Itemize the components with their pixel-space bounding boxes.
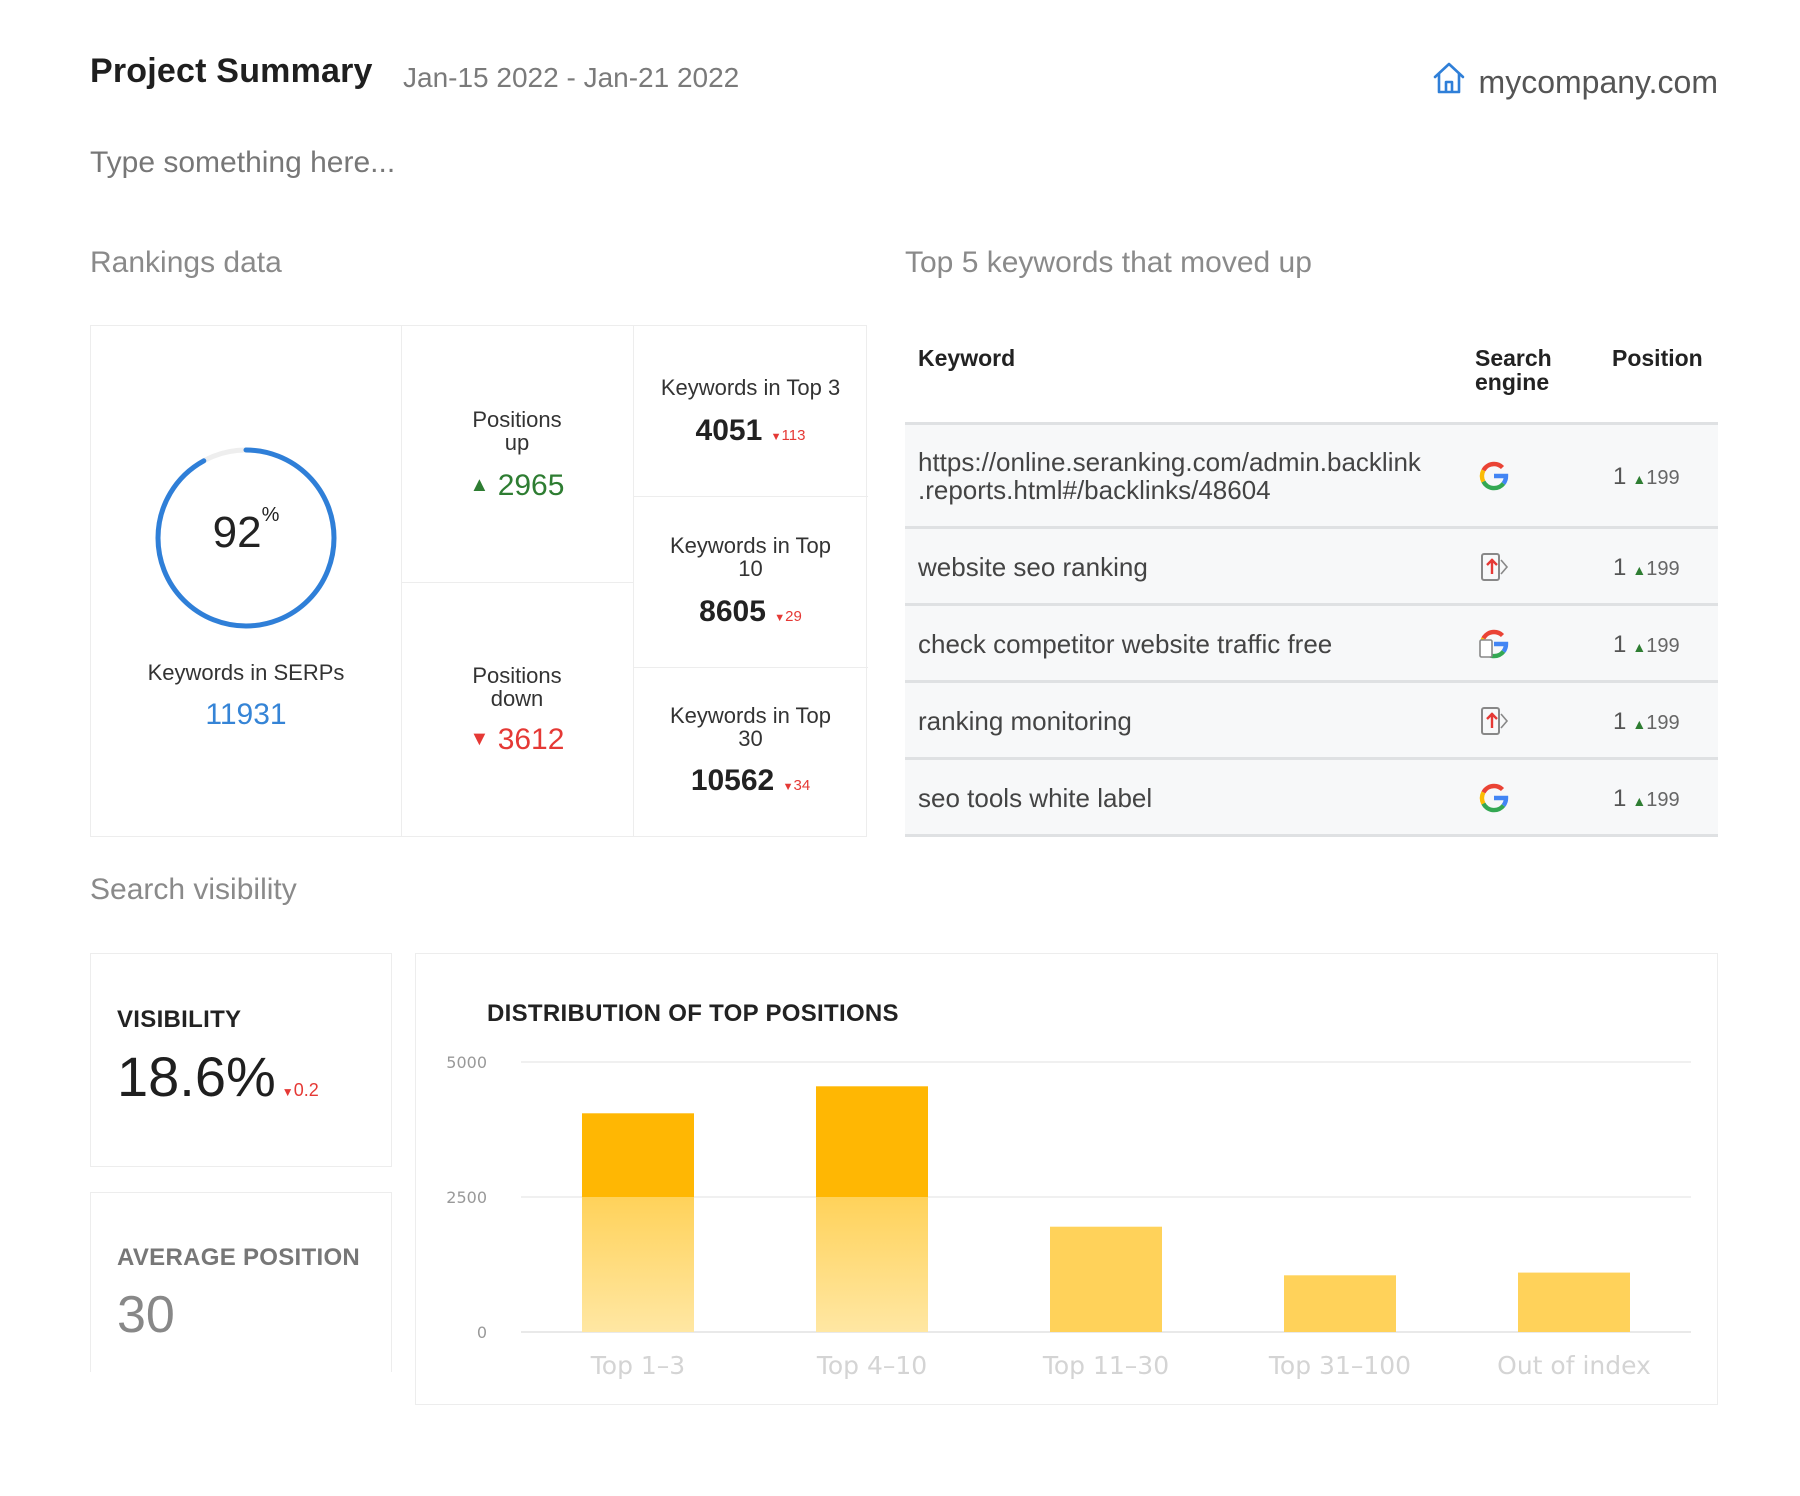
distribution-chart: 0 2500 5000 Top 1–3 Top 4–10 Top 11–30 Top 31… [446, 1053, 1691, 1380]
bar [816, 1086, 928, 1197]
visibility-card: VISIBILITY 18.6% ▼0.2 [90, 953, 392, 1167]
average-position-label: AVERAGE POSITION [117, 1244, 361, 1271]
average-position-value: 30 [117, 1286, 175, 1344]
rankings-section-title: Rankings data [90, 246, 282, 279]
visibility-section-title: Search visibility [90, 873, 297, 906]
bar [582, 1197, 694, 1332]
position-cell: 1 ▲199 [1613, 707, 1680, 735]
bar [816, 1197, 928, 1332]
bar [1050, 1226, 1162, 1332]
y-tick-label: 5000 [446, 1053, 487, 1072]
visibility-value: 18.6% ▼0.2 [117, 1045, 319, 1108]
date-range[interactable]: Jan-15 2022 - Jan-21 2022 [403, 62, 740, 93]
bar [1284, 1275, 1396, 1332]
keyword-cell: seo tools white label [918, 782, 1153, 813]
position-cell: 1 ▲199 [1613, 630, 1680, 658]
table-row[interactable]: ranking monitoring 1 ▲199 [905, 680, 1718, 757]
top30-value: 10562 ▼34 [690, 764, 811, 797]
table-row[interactable]: check competitor website traffic free 1 ▲1… [905, 603, 1718, 680]
column-header-position[interactable]: Position [1612, 345, 1703, 371]
position-cell: 1 ▲199 [1613, 463, 1680, 490]
column-header-engine[interactable]: Search engine [1475, 345, 1552, 395]
positions-down-value: ▼ 3612 [469, 723, 565, 756]
bar [582, 1113, 694, 1197]
x-tick-label: Top 4–10 [816, 1351, 927, 1380]
average-position-card: AVERAGE POSITION 30 [90, 1192, 392, 1372]
google-icon [1478, 782, 1510, 814]
column-header-keyword[interactable]: Keyword [918, 345, 1016, 371]
keyword-cell: check competitor website traffic free [918, 628, 1333, 659]
arrow-up-icon: ▲ [1632, 792, 1647, 809]
top3-value: 4051 ▼113 [695, 414, 806, 447]
position-cell: 1 ▲199 [1613, 784, 1680, 812]
serps-label: Keywords in SERPs [147, 660, 345, 685]
table-row[interactable]: website seo ranking 1 ▲199 [905, 526, 1718, 603]
arrow-down-icon: ▼ [469, 728, 490, 750]
x-tick-label: Top 1–3 [590, 1351, 685, 1380]
arrow-up-icon: ▲ [1632, 561, 1647, 578]
visibility-label: VISIBILITY [117, 1006, 242, 1033]
arrow-up-icon: ▲ [1632, 638, 1647, 655]
arrow-up-icon: ▲ [469, 474, 490, 496]
site-link[interactable]: mycompany.com [1429, 58, 1718, 106]
positions-up-label: Positions up [472, 407, 562, 455]
keyword-cell: website seo ranking [918, 551, 1148, 582]
serps-percent: 92% [212, 504, 280, 557]
chart-title: DISTRIBUTION OF TOP POSITIONS [487, 1000, 899, 1027]
page-title: Project Summary [90, 52, 373, 90]
google-local-icon [1478, 628, 1510, 660]
table-row[interactable]: seo tools white label 1 ▲199 [905, 757, 1718, 834]
serps-value: 11931 [205, 698, 287, 731]
google-icon [1478, 460, 1510, 492]
positions-up-value: ▲ 2965 [469, 469, 565, 502]
home-icon [1429, 58, 1469, 106]
y-tick-label: 0 [477, 1323, 487, 1342]
x-tick-label: Top 11–30 [1042, 1351, 1169, 1380]
arrow-up-icon: ▲ [1632, 471, 1647, 487]
keywords-section-title: Top 5 keywords that moved up [905, 246, 1312, 279]
keyword-cell: ranking monitoring [918, 705, 1132, 736]
top3-label: Keywords in Top 3 [660, 375, 841, 400]
google-mobile-icon [1478, 551, 1510, 583]
table-row[interactable]: https://online.seranking.com/admin.backl… [905, 422, 1718, 526]
arrow-up-icon: ▲ [1632, 715, 1647, 732]
x-tick-label: Out of index [1497, 1351, 1651, 1380]
top10-value: 8605 ▼29 [699, 595, 802, 628]
site-name: mycompany.com [1478, 63, 1718, 100]
distribution-chart-card [415, 953, 1718, 1405]
rankings-card: 92% Keywords in SERPs 11931 Positions up … [90, 325, 868, 837]
x-tick-label: Top 31–100 [1268, 1351, 1411, 1380]
positions-down-label: Positions down [472, 663, 562, 711]
notes-input[interactable]: Type something here... [90, 146, 396, 179]
keyword-cell: https://online.seranking.com/admin.backl… [918, 447, 1421, 505]
y-tick-label: 2500 [446, 1188, 487, 1207]
serps-progress-ring [155, 447, 337, 629]
top10-label: Keywords in Top 10 [669, 533, 831, 581]
top30-label: Keywords in Top 30 [669, 703, 831, 751]
google-mobile-icon [1478, 705, 1510, 737]
position-cell: 1 ▲199 [1613, 553, 1680, 581]
bar [1518, 1272, 1630, 1332]
